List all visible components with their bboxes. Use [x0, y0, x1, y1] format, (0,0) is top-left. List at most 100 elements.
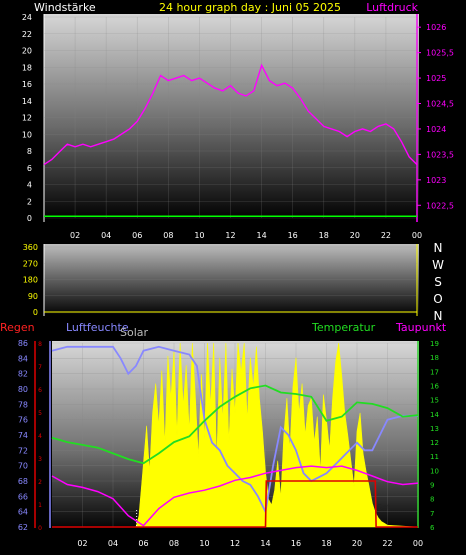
temperature-tick-label: 18	[430, 354, 439, 362]
wind-tick-label: 2	[27, 197, 32, 206]
temperature-tick-label: 17	[430, 368, 439, 376]
time-tick-label: 18	[319, 231, 329, 240]
humidity-tick-label: 78	[18, 400, 28, 409]
wind-tick-label: 12	[22, 114, 32, 123]
top-plot-area	[44, 14, 419, 220]
rain-tick-label: 3	[38, 456, 42, 463]
climate-time-tick-label: 18	[321, 539, 331, 548]
wind-tick-label: 24	[22, 13, 32, 22]
direction-tick-label: 90	[28, 292, 38, 301]
humidity-tick-label: 70	[18, 462, 28, 471]
wind-tick-label: 16	[22, 80, 32, 89]
rain-tick-label: 5	[38, 410, 42, 417]
climate-time-tick-label: 12	[230, 539, 240, 548]
time-tick-label: 06	[132, 231, 142, 240]
climate-time-tick-label: 04	[108, 539, 118, 548]
humidity-tick-label: 82	[18, 370, 28, 379]
time-tick-label: 20	[350, 231, 360, 240]
rain-tick-label: 2	[38, 479, 42, 486]
humidity-tick-label: 86	[18, 339, 28, 348]
solar-label: Solar	[120, 326, 149, 339]
rain-tick-label: 8	[38, 341, 42, 348]
pressure-tick-label: 1024,5	[426, 100, 454, 109]
compass-letter-n-top: N	[434, 241, 443, 255]
compass-letter-w: W	[432, 258, 444, 272]
pressure-label: Luftdruck	[366, 1, 418, 14]
pressure-tick-label: 1023,5	[426, 150, 454, 159]
top-chart: 0246810121416182022241022,510231023,5102…	[22, 13, 454, 240]
humidity-line	[51, 345, 418, 515]
wind-tick-label: 4	[27, 181, 32, 190]
climate-time-tick-label: 14	[260, 539, 270, 548]
temperature-tick-label: 8	[430, 496, 434, 504]
temperature-tick-label: 6	[430, 524, 435, 532]
temperature-tick-label: 19	[430, 340, 439, 348]
time-tick-label: 04	[101, 231, 111, 240]
temperature-tick-label: 14	[430, 411, 439, 419]
humidity-tick-label: 72	[18, 446, 28, 455]
wind-label: Windstärke	[34, 1, 96, 14]
temperature-tick-label: 12	[430, 439, 439, 447]
humidity-label: Luftfeuchte	[66, 321, 129, 334]
wind-tick-label: 0	[27, 214, 32, 223]
rain-tick-label: 7	[38, 364, 42, 371]
climate-time-tick-label: 08	[169, 539, 179, 548]
time-tick-label: 22	[381, 231, 391, 240]
time-tick-label: 14	[256, 231, 266, 240]
compass-letter-o: O	[433, 292, 442, 306]
humidity-tick-label: 64	[18, 508, 28, 517]
temperature-tick-label: 11	[430, 453, 439, 461]
climate-time-tick-label: 02	[77, 539, 87, 548]
wind-tick-label: 10	[22, 130, 32, 139]
humidity-tick-label: 68	[18, 477, 28, 486]
wind-tick-label: 22	[22, 30, 32, 39]
compass-letter-s: S	[434, 275, 442, 289]
temperature-line	[51, 384, 419, 465]
rain-tick-label: 4	[38, 433, 42, 440]
direction-tick-label: 360	[23, 243, 38, 252]
temperature-label: Temperatur	[311, 321, 376, 334]
climate-chart: 6264666870727476788082848667891011121314…	[18, 339, 440, 548]
rain-tick-label: 0	[38, 525, 42, 532]
pressure-tick-label: 1025	[426, 74, 446, 83]
humidity-tick-label: 76	[18, 416, 28, 425]
time-tick-label: 00	[412, 231, 422, 240]
rain-label: Regen	[0, 321, 35, 334]
pressure-tick-label: 1024	[426, 125, 446, 134]
temperature-tick-label: 9	[430, 482, 434, 490]
climate-time-tick-label: 00	[413, 539, 423, 548]
direction-tick-label: 180	[23, 276, 38, 285]
rain-tick-label: 1	[38, 502, 42, 509]
pressure-tick-label: 1025,5	[426, 49, 454, 58]
compass-letter-n-bottom: N	[434, 309, 443, 323]
time-tick-label: 10	[194, 231, 204, 240]
pressure-line	[43, 63, 418, 166]
climate-time-tick-label: 20	[352, 539, 362, 548]
time-tick-label: 08	[163, 231, 173, 240]
temperature-tick-label: 10	[430, 467, 439, 475]
dewpoint-label: Taupunkt	[395, 321, 447, 334]
climate-time-tick-label: 16	[291, 539, 301, 548]
time-tick-label: 02	[70, 231, 80, 240]
chart-title: 24 hour graph day : Juni 05 2025	[159, 1, 341, 14]
dewpoint-line	[51, 465, 419, 527]
wind-tick-label: 20	[22, 47, 32, 56]
climate-time-tick-label: 22	[382, 539, 392, 548]
climate-time-tick-label: 06	[138, 539, 148, 548]
wind-tick-label: 18	[22, 63, 32, 72]
direction-tick-label: 270	[23, 259, 38, 268]
humidity-tick-label: 62	[18, 523, 28, 532]
sunset-label: Set	[377, 503, 390, 512]
direction-chart: 360 270 180 90 0	[23, 243, 417, 317]
direction-tick-label: 0	[33, 308, 38, 317]
wind-tick-label: 8	[27, 147, 32, 156]
rain-line	[52, 480, 418, 528]
time-tick-label: 16	[288, 231, 298, 240]
humidity-tick-label: 74	[18, 431, 28, 440]
rain-tick-label: 6	[38, 387, 42, 394]
pressure-tick-label: 1023	[426, 176, 446, 185]
temperature-tick-label: 16	[430, 382, 439, 390]
wind-tick-label: 14	[22, 97, 32, 106]
humidity-tick-label: 80	[18, 385, 28, 394]
temperature-tick-label: 13	[430, 425, 439, 433]
